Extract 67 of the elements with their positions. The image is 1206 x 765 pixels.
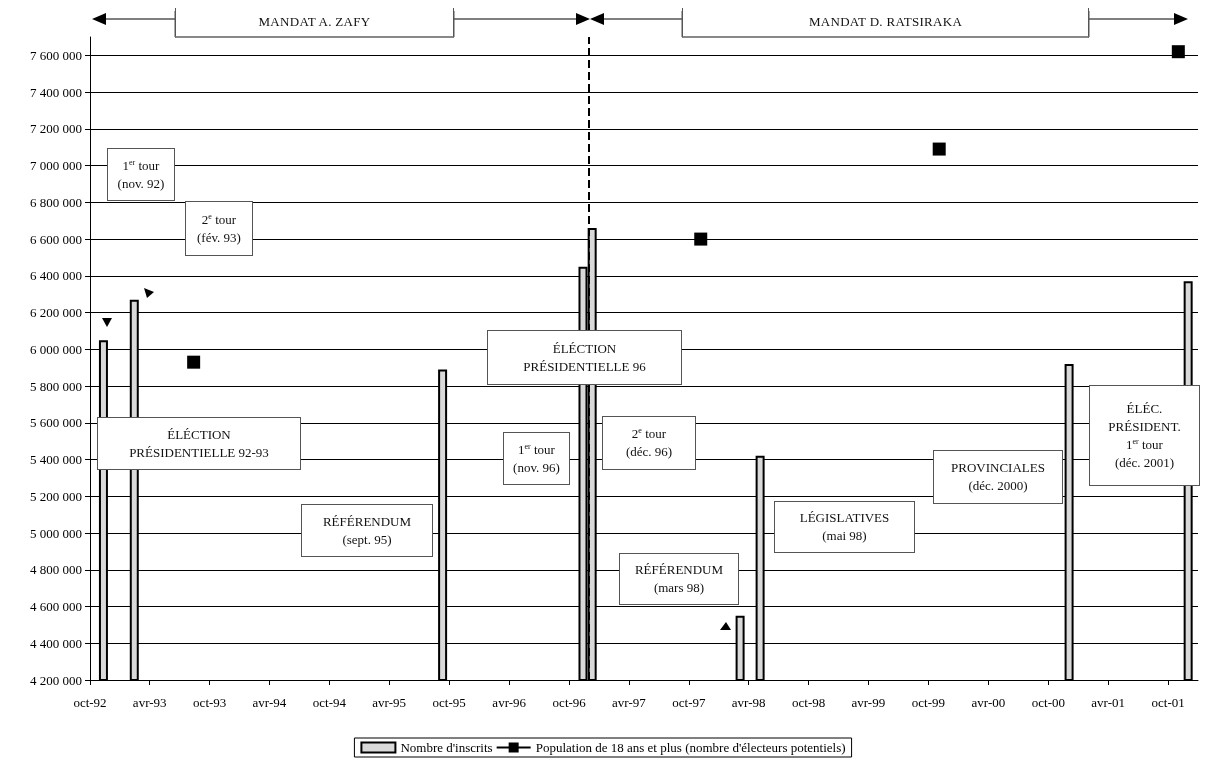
y-tick-label: 5 600 000 [30, 415, 82, 431]
point [694, 232, 708, 246]
y-tick-label: 5 000 000 [30, 525, 82, 541]
header-label: MANDAT A. ZAFY [175, 8, 454, 38]
annotation: PROVINCIALES (déc. 2000) [951, 459, 1045, 495]
x-tick-label: avr-93 [132, 695, 167, 710]
text-box: ÉLÉCTION PRÉSIDENTIELLE 92-93 [97, 417, 301, 470]
x-tick-label: avr-01 [1091, 695, 1125, 710]
x-tick-label: oct-93 [193, 695, 227, 710]
y-tick-label: 6 600 000 [30, 231, 82, 247]
text-box: 1$^{er}$ tour (nov. 96) [503, 432, 570, 485]
point [932, 142, 946, 156]
x-tick-label: oct-00 [1031, 695, 1066, 710]
y-tick-label: 5 200 000 [30, 488, 82, 504]
annotation: 2$^{e}$ tour (déc. 96) [625, 425, 673, 461]
text-box: RÉFÉRENDUM (sept. 95) [301, 504, 433, 557]
annotation: 2$^{e}$ tour (fév. 93) [197, 210, 241, 247]
annotation: ÉLÉCTION PRÉSIDENTIELLE 96 [523, 339, 646, 376]
y-tick-label: 7 600 000 [30, 47, 82, 63]
x-tick-label: avr-98 [731, 695, 766, 710]
y-tick-label: 5 800 000 [30, 378, 82, 394]
y-tick-label: 6 400 000 [30, 268, 82, 284]
annotation: 1$^{er}$ tour (nov. 92) [117, 156, 165, 193]
x-tick-label: oct-95 [432, 695, 466, 710]
legend-label: Population de 18 ans et plus (nombre d'électeurs potentiels) [535, 740, 846, 755]
x-tick-label: avr-00 [971, 695, 1006, 710]
x-tick-label: avr-99 [851, 695, 886, 710]
x-tick-label: oct-99 [911, 695, 945, 710]
text-box: 2$^{e}$ tour (déc. 96) [602, 416, 696, 470]
y-tick-label: 6 000 000 [30, 341, 82, 357]
x-tick-label: oct-94 [312, 695, 347, 710]
x-tick-label: oct-92 [73, 695, 107, 710]
y-tick-label: 7 200 000 [30, 121, 82, 137]
y-tick-label: 7 000 000 [30, 158, 82, 174]
y-tick-label: 4 800 000 [30, 562, 82, 578]
x-tick-label: oct-01 [1151, 695, 1185, 710]
text-box: LÉGISLATIVES (mai 98) [774, 501, 915, 553]
y-tick-label: 6 200 000 [30, 305, 82, 321]
annotation: 1$^{er}$ tour (nov. 96) [513, 440, 560, 477]
y-tick-label: 6 800 000 [30, 194, 82, 210]
annotation: ÉLÉC. PRÉSIDENT. 1$^{er}$ tour (déc. 2001) [1108, 399, 1181, 472]
header-label: MANDAT D. RATSIRAKA [682, 8, 1089, 38]
y-tick-label: 4 600 000 [30, 599, 82, 615]
x-tick-label: avr-97 [612, 695, 647, 710]
annotation: LÉGISLATIVES (mai 98) [799, 509, 890, 545]
text-box: RÉFÉRENDUM (mars 98) [619, 553, 739, 605]
y-tick-label: 7 400 000 [30, 84, 82, 100]
x-tick-label: avr-96 [492, 695, 527, 710]
x-tick-label: oct-98 [792, 695, 826, 710]
text-box: ÉLÉC. PRÉSIDENT. 1$^{er}$ tour (déc. 2001) [1089, 385, 1200, 486]
annotation: RÉFÉRENDUM (sept. 95) [322, 512, 412, 549]
y-tick-label: 5 400 000 [30, 452, 82, 468]
text-box: 2$^{e}$ tour (fév. 93) [185, 201, 253, 256]
legend-label: Nombre d'inscrits [400, 740, 493, 755]
point [187, 355, 201, 369]
y-tick-label: 4 200 000 [30, 672, 82, 688]
point [1171, 45, 1185, 59]
x-tick-label: oct-97 [672, 695, 707, 710]
annotation: ÉLÉCTION PRÉSIDENTIELLE 92-93 [129, 425, 269, 462]
text-box: PROVINCIALES (déc. 2000) [933, 450, 1063, 504]
text-box: ÉLÉCTION PRÉSIDENTIELLE 96 [487, 330, 682, 385]
x-tick-label: avr-94 [252, 695, 287, 710]
x-tick-label: avr-95 [372, 695, 406, 710]
text-box: 1$^{er}$ tour (nov. 92) [107, 148, 175, 201]
annotation: RÉFÉRENDUM (mars 98) [634, 561, 724, 597]
y-tick-label: 4 400 000 [30, 635, 82, 651]
x-tick-label: oct-96 [552, 695, 587, 710]
